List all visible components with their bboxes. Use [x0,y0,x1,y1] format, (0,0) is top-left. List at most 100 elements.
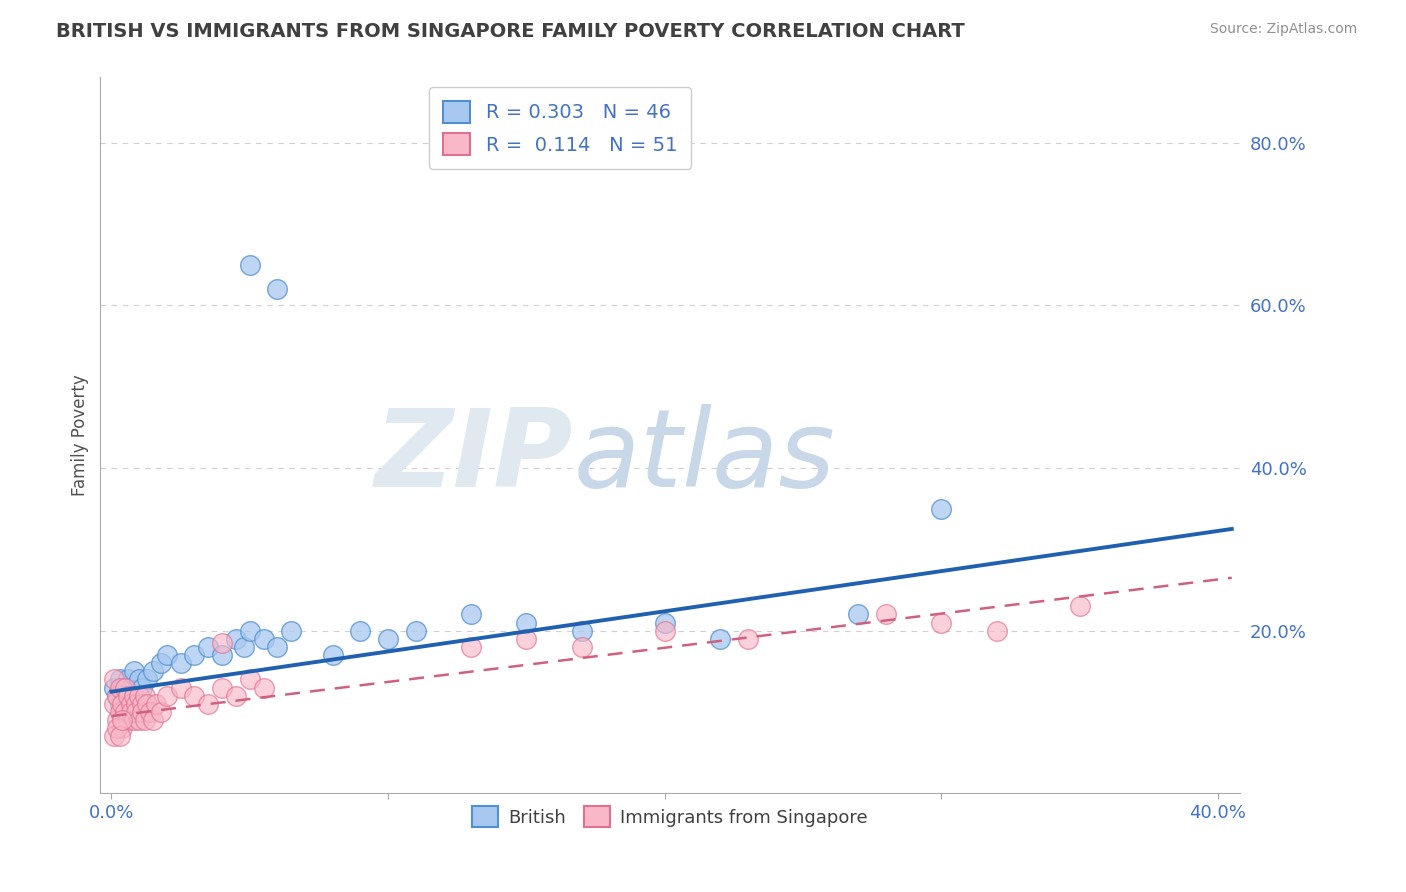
Point [131,705,153,719]
Point [108,697,131,711]
Point [122,713,145,727]
Point [131,681,153,695]
Point [139,705,162,719]
Point [136,697,159,711]
Point [114,713,136,727]
Point [405,624,427,638]
Point [105,689,128,703]
Point [929,501,952,516]
Point [515,615,537,630]
Point [737,632,759,646]
Point [134,689,156,703]
Point [211,681,233,695]
Point [128,689,150,703]
Legend: British, Immigrants from Singapore: British, Immigrants from Singapore [465,799,876,834]
Point [377,632,399,646]
Point [128,673,150,687]
Point [120,705,142,719]
Point [108,673,131,687]
Point [120,681,142,695]
Point [103,673,125,687]
Point [103,730,125,744]
Point [108,705,131,719]
Point [571,624,593,638]
Point [145,697,167,711]
Point [105,713,128,727]
Point [120,697,142,711]
Point [142,713,165,727]
Point [150,656,173,670]
Point [125,697,148,711]
Point [169,681,191,695]
Text: Source: ZipAtlas.com: Source: ZipAtlas.com [1209,22,1357,37]
Point [1069,599,1091,614]
Point [233,640,256,654]
Point [122,689,145,703]
Point [211,648,233,662]
Point [111,713,134,727]
Point [225,689,247,703]
Text: BRITISH VS IMMIGRANTS FROM SINGAPORE FAMILY POVERTY CORRELATION CHART: BRITISH VS IMMIGRANTS FROM SINGAPORE FAM… [56,22,965,41]
Point [142,665,165,679]
Point [105,721,128,735]
Point [211,636,233,650]
Point [128,689,150,703]
Point [654,615,676,630]
Point [103,697,125,711]
Point [515,632,537,646]
Point [183,689,205,703]
Point [846,607,869,622]
Point [875,607,897,622]
Text: ZIP: ZIP [375,404,574,510]
Point [117,673,139,687]
Point [225,632,247,646]
Point [111,681,134,695]
Point [122,665,145,679]
Point [349,624,371,638]
Point [111,721,134,735]
Point [460,640,482,654]
Point [322,648,344,662]
Point [114,689,136,703]
Point [460,607,482,622]
Point [280,624,302,638]
Point [169,656,191,670]
Point [156,648,179,662]
Y-axis label: Family Poverty: Family Poverty [72,375,89,496]
Point [134,705,156,719]
Point [111,697,134,711]
Point [654,624,676,638]
Point [150,705,173,719]
Point [239,258,262,272]
Point [239,673,262,687]
Text: atlas: atlas [574,404,835,509]
Point [117,697,139,711]
Point [134,713,156,727]
Point [108,730,131,744]
Point [197,697,219,711]
Point [117,713,139,727]
Point [125,697,148,711]
Point [252,681,274,695]
Point [103,681,125,695]
Point [125,705,148,719]
Point [266,282,288,296]
Point [131,697,153,711]
Point [197,640,219,654]
Point [252,632,274,646]
Point [111,705,134,719]
Point [709,632,731,646]
Point [986,624,1008,638]
Point [117,689,139,703]
Point [136,673,159,687]
Point [128,713,150,727]
Point [571,640,593,654]
Point [929,615,952,630]
Point [108,681,131,695]
Point [122,689,145,703]
Point [183,648,205,662]
Point [105,689,128,703]
Point [239,624,262,638]
Point [156,689,179,703]
Point [114,705,136,719]
